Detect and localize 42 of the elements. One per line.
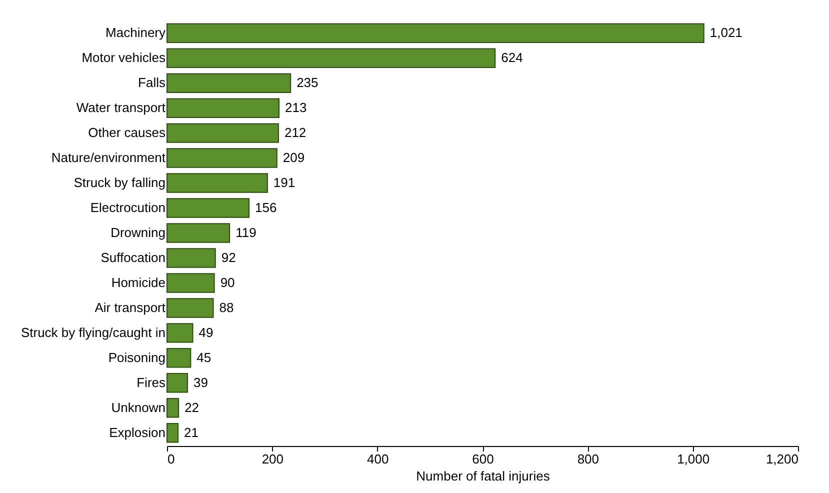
- y-tick-label: Other causes: [88, 125, 166, 140]
- data-label: 213: [285, 100, 307, 116]
- y-tick-label: Struck by flying/caught in: [20, 324, 166, 340]
- data-label: 624: [501, 50, 523, 66]
- y-tick-label: Suffocation: [100, 250, 166, 265]
- y-tick-label: Nature/environment: [51, 150, 166, 166]
- data-label: 39: [194, 374, 208, 390]
- data-label: 49: [198, 324, 214, 340]
- data-label: 156: [255, 200, 277, 216]
- x-tick-label: 1,000: [677, 452, 710, 466]
- data-label: 90: [220, 274, 235, 290]
- data-label: 88: [219, 300, 234, 315]
- y-tick-label: Poisoning: [108, 350, 166, 365]
- data-label: 45: [196, 350, 212, 365]
- x-tick-label: 200: [262, 452, 284, 466]
- y-tick-label: Water transport: [76, 100, 166, 116]
- x-tick-label: 400: [366, 452, 389, 466]
- data-label: 191: [273, 175, 296, 190]
- data-label: 92: [221, 250, 236, 265]
- x-tick-label: 800: [577, 452, 600, 466]
- data-label: 119: [236, 225, 256, 240]
- x-tick-label: 600: [472, 452, 494, 466]
- x-axis-title: Number of fatal injuries: [416, 468, 550, 484]
- y-tick-label: Motor vehicles: [82, 50, 166, 66]
- x-tick-label: 0: [168, 452, 175, 466]
- data-label: 1,021: [710, 25, 742, 40]
- y-tick-label: Machinery: [106, 25, 166, 40]
- data-label: 235: [296, 75, 318, 90]
- y-tick-label: Fires: [136, 374, 166, 390]
- data-label: 212: [284, 125, 306, 140]
- y-tick-label: Air transport: [94, 300, 166, 315]
- y-tick-label: Homicide: [111, 274, 166, 290]
- data-label: 22: [184, 400, 200, 415]
- y-tick-label: Struck by falling: [74, 175, 166, 190]
- y-tick-label: Falls: [138, 75, 166, 90]
- data-label: 21: [184, 424, 199, 440]
- y-tick-label: Explosion: [109, 424, 166, 440]
- y-tick-label: Drowning: [110, 225, 166, 240]
- y-tick-label: Electrocution: [90, 200, 166, 216]
- data-label: 209: [282, 150, 305, 166]
- y-tick-label: Unknown: [111, 400, 166, 415]
- x-tick-label: 1,200: [766, 452, 798, 466]
